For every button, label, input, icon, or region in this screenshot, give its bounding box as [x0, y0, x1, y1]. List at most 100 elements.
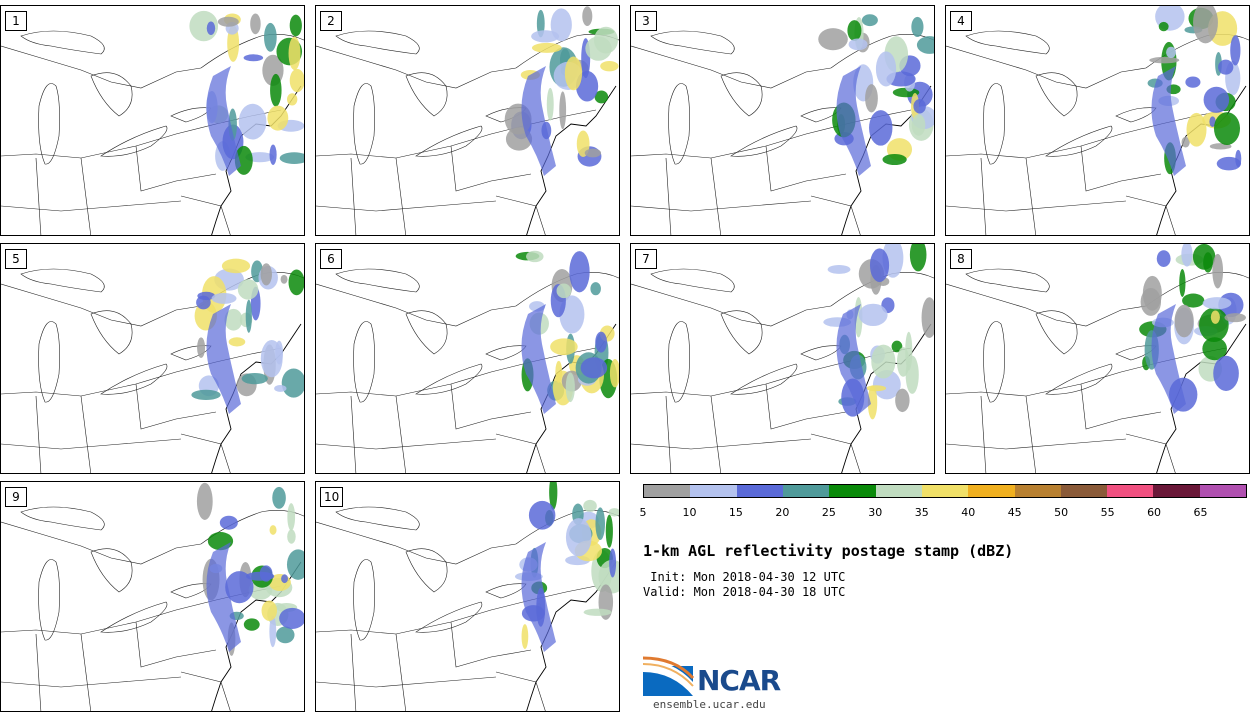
reflectivity-echo	[1158, 21, 1169, 32]
reflectivity-colorbar	[643, 484, 1247, 498]
reflectivity-band	[521, 542, 556, 652]
member-panel: 4	[945, 5, 1250, 236]
member-number-label: 10	[320, 487, 344, 507]
member-number-label: 2	[320, 11, 342, 31]
reflectivity-echo	[270, 73, 282, 107]
colorbar-tick: 20	[775, 506, 790, 519]
logo-text: NCAR	[697, 664, 781, 697]
reflectivity-echo	[1140, 287, 1162, 316]
reflectivity-echo	[288, 269, 304, 296]
reflectivity-echo	[286, 549, 304, 580]
reflectivity-echo	[287, 529, 296, 544]
reflectivity-band	[1151, 304, 1186, 414]
map-background	[1, 482, 304, 711]
reflectivity-echo	[865, 84, 878, 113]
reflectivity-echo	[197, 291, 216, 301]
map-background	[631, 14, 934, 235]
reflectivity-echo	[260, 340, 283, 378]
colorbar-segment	[736, 485, 783, 497]
colorbar-segment	[1014, 485, 1061, 497]
reflectivity-echo	[1182, 293, 1205, 308]
reflectivity-echo	[590, 282, 601, 296]
reflectivity-echo	[895, 388, 910, 413]
reflectivity-echo	[280, 274, 288, 284]
reflectivity-echo	[1181, 136, 1190, 148]
reflectivity-echo	[272, 486, 286, 509]
reflectivity-echo	[818, 28, 848, 51]
colorbar-segment	[1199, 485, 1247, 497]
reflectivity-echo	[600, 60, 619, 72]
reflectivity-echo	[1179, 269, 1186, 297]
reflectivity-echo	[191, 389, 221, 401]
reflectivity-echo	[259, 565, 273, 582]
init-time: Init: Mon 2018-04-30 12 UTC	[643, 570, 846, 584]
colorbar-tick: 45	[1007, 506, 1022, 519]
reflectivity-band	[206, 66, 241, 176]
member-number-label: 1	[5, 11, 27, 31]
reflectivity-echo	[238, 103, 267, 140]
reflectivity-echo	[243, 618, 260, 631]
map-background	[631, 244, 934, 473]
member-panel: 5	[0, 243, 305, 474]
reflectivity-echo	[555, 360, 563, 383]
map-background	[1, 258, 304, 473]
reflectivity-echo	[565, 518, 592, 557]
reflectivity-echo	[847, 20, 862, 41]
reflectivity-echo	[269, 525, 277, 535]
map-background	[316, 6, 619, 235]
member-panel: 6	[315, 243, 620, 474]
reflectivity-echo	[281, 574, 288, 584]
reflectivity-echo	[921, 297, 934, 339]
reflectivity-echo	[584, 148, 602, 158]
colorbar-segment	[782, 485, 830, 497]
reflectivity-echo	[891, 340, 903, 353]
reflectivity-echo	[276, 626, 295, 644]
reflectivity-echo	[594, 90, 609, 104]
map-background	[316, 250, 619, 473]
reflectivity-echo	[583, 499, 597, 513]
member-panel: 9	[0, 481, 305, 712]
colorbar-segment	[829, 485, 876, 497]
reflectivity-echo	[585, 36, 612, 61]
colorbar-segment	[921, 485, 969, 497]
reflectivity-band	[521, 304, 556, 414]
reflectivity-band	[206, 542, 241, 652]
website-link[interactable]: ensemble.ucar.edu	[653, 698, 766, 711]
reflectivity-echo	[1181, 244, 1193, 267]
reflectivity-echo	[913, 99, 926, 114]
reflectivity-echo	[559, 91, 567, 130]
colorbar-segment	[1107, 485, 1154, 497]
member-number-label: 9	[5, 487, 27, 507]
colorbar-segment	[875, 485, 922, 497]
reflectivity-echo	[526, 250, 544, 263]
reflectivity-echo	[609, 358, 619, 388]
member-number-label: 8	[950, 249, 972, 269]
reflectivity-echo	[875, 51, 897, 87]
member-panel: 3	[630, 5, 935, 236]
reflectivity-echo	[245, 299, 252, 333]
reflectivity-echo	[564, 56, 583, 91]
reflectivity-echo	[871, 344, 896, 379]
reflectivity-echo	[583, 608, 612, 616]
reflectivity-echo	[595, 507, 606, 541]
colorbar-tick: 40	[961, 506, 976, 519]
colorbar-tick: 10	[682, 506, 697, 519]
colorbar-tick: 5	[639, 506, 647, 519]
reflectivity-echo	[916, 36, 934, 54]
reflectivity-echo	[582, 6, 593, 27]
reflectivity-band	[836, 66, 871, 176]
reflectivity-echo	[211, 292, 237, 304]
reflectivity-echo	[911, 114, 926, 136]
reflectivity-band	[206, 304, 241, 414]
reflectivity-echo	[267, 105, 289, 131]
map-background	[946, 6, 1249, 235]
reflectivity-echo	[521, 624, 529, 649]
reflectivity-band	[836, 304, 871, 414]
reflectivity-echo	[241, 372, 268, 385]
member-number-label: 4	[950, 11, 972, 31]
valid-time: Valid: Mon 2018-04-30 18 UTC	[643, 585, 846, 599]
reflectivity-echo	[580, 357, 608, 379]
reflectivity-echo	[224, 308, 243, 331]
reflectivity-echo	[260, 263, 272, 286]
reflectivity-echo	[1230, 35, 1241, 66]
